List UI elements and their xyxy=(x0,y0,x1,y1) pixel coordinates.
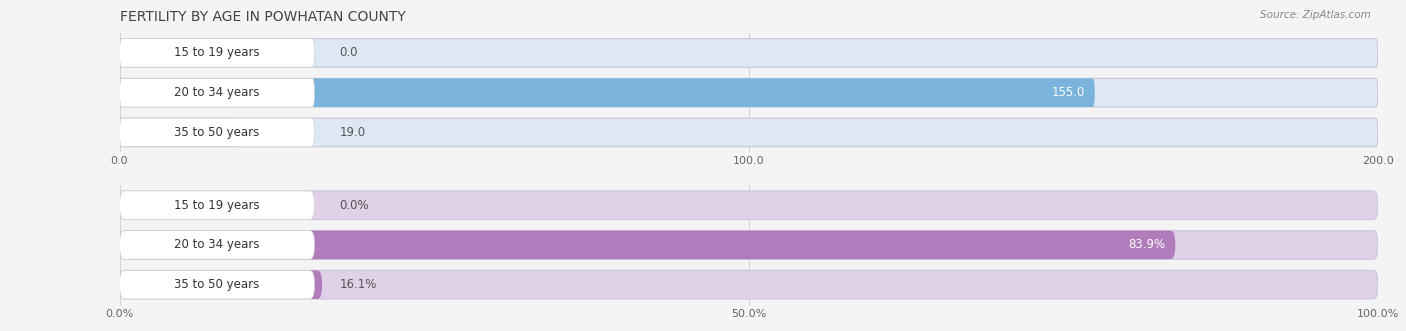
FancyBboxPatch shape xyxy=(120,270,322,299)
FancyBboxPatch shape xyxy=(120,270,315,299)
FancyBboxPatch shape xyxy=(120,78,315,107)
Text: 35 to 50 years: 35 to 50 years xyxy=(174,126,260,139)
FancyBboxPatch shape xyxy=(120,231,1175,259)
Text: 20 to 34 years: 20 to 34 years xyxy=(174,238,260,252)
Text: 19.0: 19.0 xyxy=(340,126,366,139)
Text: 155.0: 155.0 xyxy=(1052,86,1084,99)
Text: FERTILITY BY AGE IN POWHATAN COUNTY: FERTILITY BY AGE IN POWHATAN COUNTY xyxy=(120,10,405,24)
FancyBboxPatch shape xyxy=(120,39,315,67)
FancyBboxPatch shape xyxy=(120,118,1378,147)
FancyBboxPatch shape xyxy=(120,191,1378,219)
FancyBboxPatch shape xyxy=(120,78,1378,107)
Text: 20 to 34 years: 20 to 34 years xyxy=(174,86,260,99)
Text: 35 to 50 years: 35 to 50 years xyxy=(174,278,260,291)
FancyBboxPatch shape xyxy=(120,78,1095,107)
Text: 83.9%: 83.9% xyxy=(1128,238,1166,252)
Text: 16.1%: 16.1% xyxy=(340,278,377,291)
FancyBboxPatch shape xyxy=(120,231,315,259)
FancyBboxPatch shape xyxy=(120,231,1378,259)
Text: 15 to 19 years: 15 to 19 years xyxy=(174,199,260,212)
FancyBboxPatch shape xyxy=(120,118,239,147)
FancyBboxPatch shape xyxy=(120,270,1378,299)
FancyBboxPatch shape xyxy=(120,118,315,147)
Text: 0.0%: 0.0% xyxy=(340,199,370,212)
FancyBboxPatch shape xyxy=(120,191,315,219)
Text: 0.0: 0.0 xyxy=(340,46,359,60)
Text: Source: ZipAtlas.com: Source: ZipAtlas.com xyxy=(1260,10,1371,20)
FancyBboxPatch shape xyxy=(120,39,1378,67)
Text: 15 to 19 years: 15 to 19 years xyxy=(174,46,260,60)
